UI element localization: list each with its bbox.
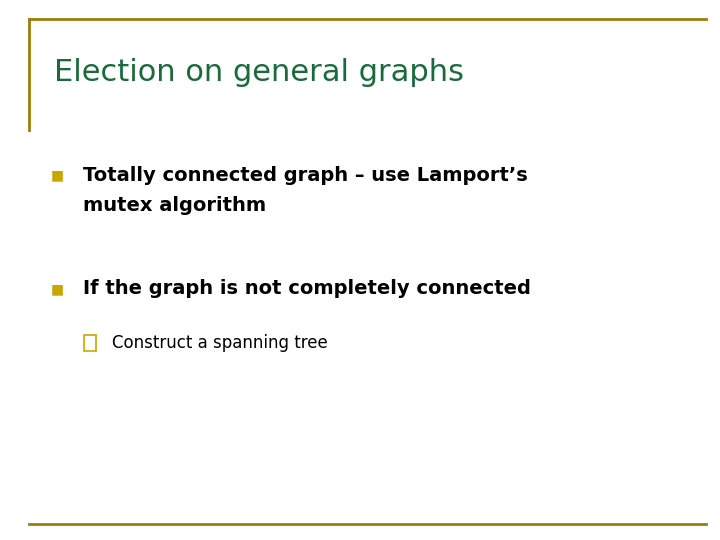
Text: ■: ■ bbox=[50, 168, 63, 183]
Text: If the graph is not completely connected: If the graph is not completely connected bbox=[83, 279, 531, 299]
Text: mutex algorithm: mutex algorithm bbox=[83, 195, 266, 215]
Bar bbox=[84, 335, 96, 351]
Text: Election on general graphs: Election on general graphs bbox=[54, 58, 464, 87]
Text: Construct a spanning tree: Construct a spanning tree bbox=[112, 334, 328, 352]
Text: ■: ■ bbox=[50, 282, 63, 296]
Text: Totally connected graph – use Lamport’s: Totally connected graph – use Lamport’s bbox=[83, 166, 528, 185]
